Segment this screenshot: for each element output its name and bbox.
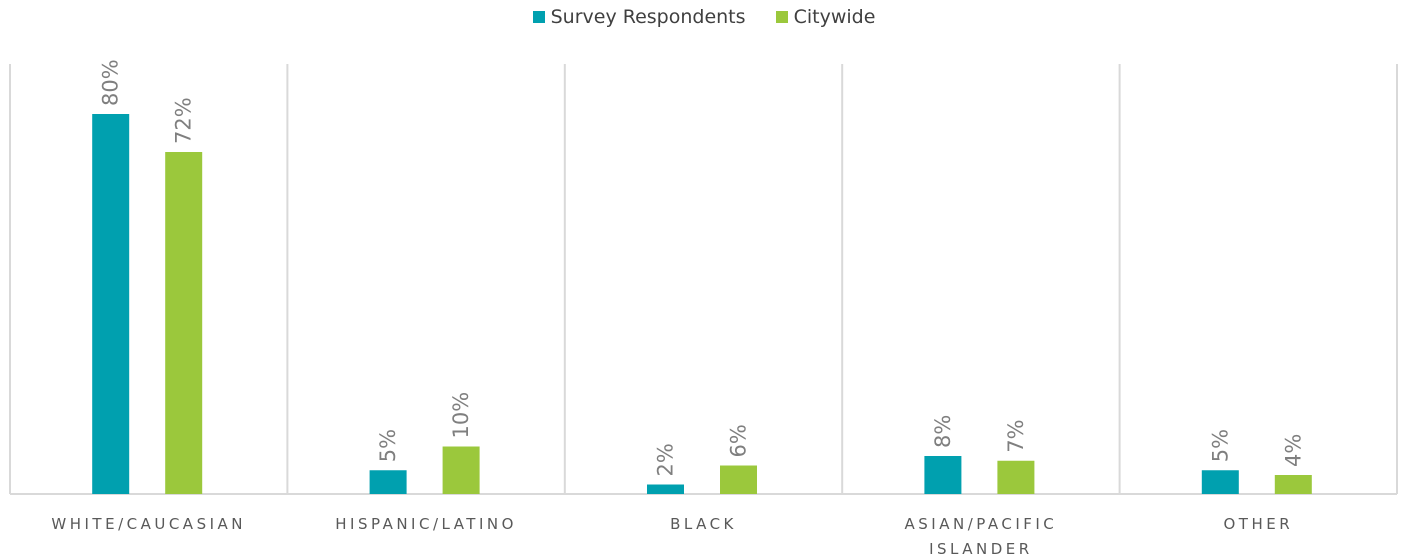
bar-survey-respondents bbox=[924, 456, 962, 494]
legend-item-citywide: Citywide bbox=[775, 6, 876, 28]
bar-citywide bbox=[720, 465, 757, 494]
data-label: 2% bbox=[654, 443, 678, 476]
category-label: ISLANDER bbox=[929, 540, 1033, 556]
bar-survey-respondents bbox=[647, 484, 684, 494]
bar-survey-respondents bbox=[369, 470, 407, 494]
data-label: 8% bbox=[931, 415, 955, 448]
legend-label-survey-respondents: Survey Respondents bbox=[550, 6, 746, 28]
bar-citywide bbox=[997, 460, 1035, 494]
bar-citywide bbox=[1274, 475, 1312, 494]
data-label: 10% bbox=[449, 392, 473, 439]
data-label: 5% bbox=[376, 429, 400, 462]
category-label: WHITE/CAUCASIAN bbox=[51, 515, 246, 533]
bar-citywide bbox=[165, 152, 203, 494]
data-label: 4% bbox=[1281, 434, 1305, 467]
bar-survey-respondents bbox=[92, 114, 130, 494]
category-label: BLACK bbox=[670, 515, 737, 533]
legend-item-survey-respondents: Survey Respondents bbox=[532, 6, 746, 28]
legend-swatch-citywide bbox=[775, 11, 788, 23]
bar-survey-respondents bbox=[1201, 470, 1239, 494]
data-label: 80% bbox=[99, 59, 123, 106]
bar-citywide bbox=[442, 446, 480, 494]
legend: Survey Respondents Citywide bbox=[0, 6, 1408, 28]
category-label: ASIAN/PACIFIC bbox=[905, 515, 1058, 533]
category-label: OTHER bbox=[1223, 515, 1293, 533]
data-label: 5% bbox=[1208, 429, 1232, 462]
data-label: 7% bbox=[1004, 419, 1028, 452]
legend-swatch-survey-respondents bbox=[532, 11, 545, 23]
legend-label-citywide: Citywide bbox=[793, 6, 876, 28]
data-label: 6% bbox=[727, 424, 751, 457]
category-label: HISPANIC/LATINO bbox=[335, 515, 517, 533]
data-label: 72% bbox=[172, 97, 196, 144]
